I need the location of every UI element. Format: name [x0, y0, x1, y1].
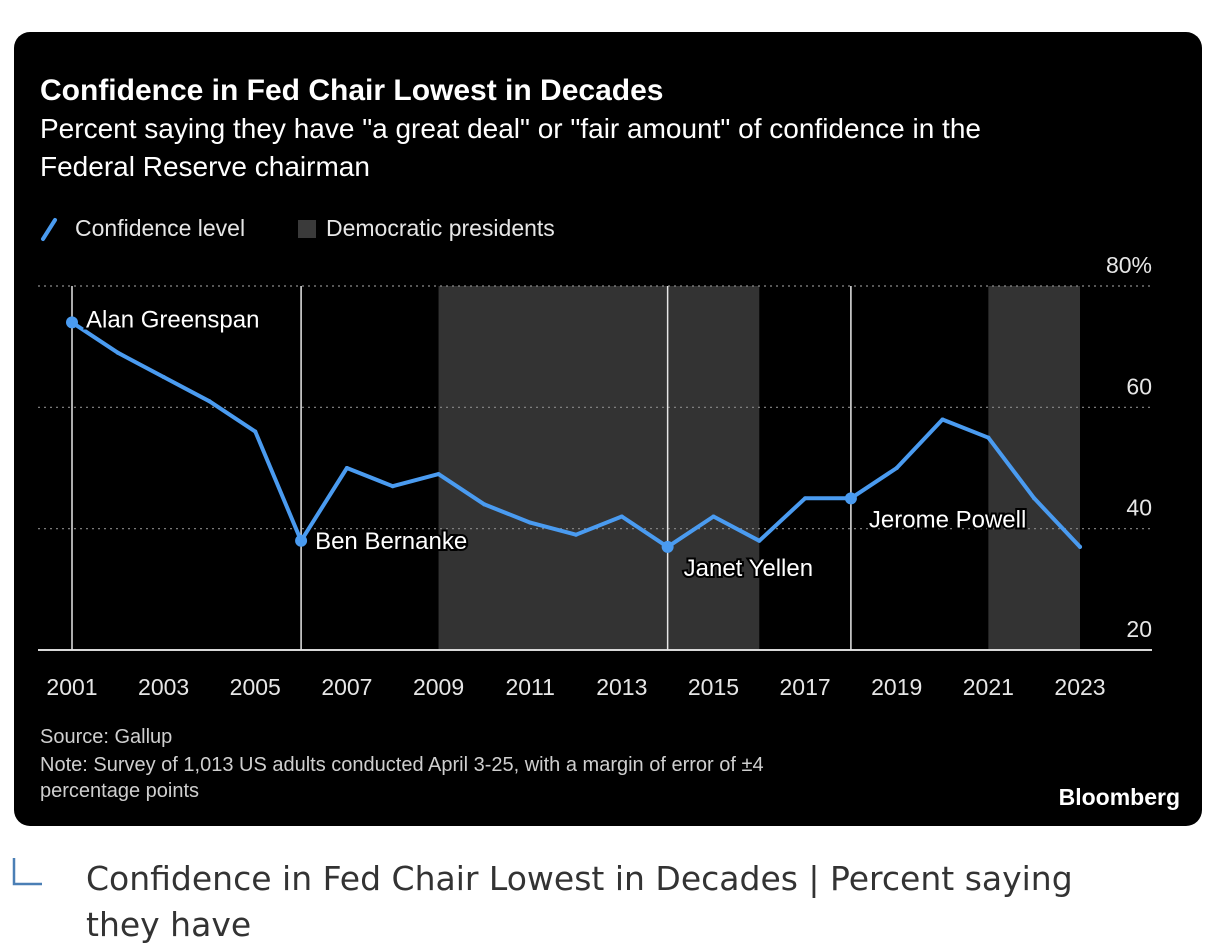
- chart-title: Confidence in Fed Chair Lowest in Decade…: [40, 74, 663, 107]
- chair-label-3: Janet Yellen: [684, 555, 813, 582]
- data-point-2021: [986, 435, 991, 440]
- data-point-2008: [390, 484, 395, 489]
- corner-reply-icon: [12, 858, 42, 886]
- legend-band-swatch-icon: [298, 220, 316, 238]
- data-point-2009: [436, 472, 441, 477]
- bloomberg-logo: Bloomberg: [1059, 784, 1180, 810]
- x-tick-label-2021: 2021: [963, 674, 1014, 700]
- data-point-2007: [344, 466, 349, 470]
- data-point-2005: [253, 429, 258, 434]
- figure-caption: Confidence in Fed Chair Lowest in Decade…: [0, 852, 1224, 945]
- x-tick-label-2011: 2011: [505, 674, 554, 700]
- democratic-president-band-1: [438, 286, 760, 650]
- data-point-2012: [574, 532, 578, 537]
- x-tick-label-2001: 2001: [46, 674, 97, 700]
- data-point-2002: [115, 350, 120, 355]
- y-tick-label-20: 20: [1126, 616, 1152, 642]
- data-point-2003: [161, 375, 166, 379]
- data-point-2011: [528, 520, 533, 525]
- data-point-2020: [940, 417, 945, 422]
- caption-text: Confidence in Fed Chair Lowest in Decade…: [86, 859, 1073, 944]
- legend-line-label: Confidence level: [75, 215, 245, 241]
- data-point-2017: [803, 496, 808, 501]
- legend-line-swatch-icon: [41, 218, 57, 241]
- x-tick-label-2009: 2009: [413, 674, 464, 700]
- chart-svg: Confidence in Fed Chair Lowest in Decade…: [38, 74, 1180, 810]
- plot-area: 80% 60 40 20 2001 2003 2005 2007 2009 2011 2013 201…: [38, 252, 1152, 700]
- x-tick-label-2017: 2017: [780, 674, 831, 700]
- y-tick-label-40: 40: [1126, 495, 1152, 521]
- chair-start-point-3: [661, 540, 674, 553]
- x-tick-label-2019: 2019: [871, 674, 922, 700]
- y-tick-label-60: 60: [1126, 373, 1152, 399]
- chair-label-2: Ben Bernanke: [315, 528, 467, 555]
- data-point-2013: [619, 514, 624, 519]
- chair-start-point-4: [844, 492, 857, 505]
- chart-note-line-1: Note: Survey of 1,013 US adults conducte…: [40, 754, 764, 776]
- chair-start-point-2: [295, 534, 308, 547]
- chart-card: Confidence in Fed Chair Lowest in Decade…: [14, 32, 1202, 826]
- data-point-2023: [1078, 544, 1082, 549]
- data-point-2022: [1032, 496, 1037, 501]
- data-point-2010: [482, 502, 487, 507]
- chart-note-line-2: percentage points: [40, 780, 199, 802]
- x-tick-label-2003: 2003: [138, 674, 189, 700]
- chair-label-4: Jerome Powell: [869, 506, 1026, 533]
- x-tick-label-2023: 2023: [1054, 674, 1105, 700]
- data-point-2019: [894, 466, 899, 470]
- x-tick-label-2013: 2013: [596, 674, 647, 700]
- legend-band-label: Democratic presidents: [326, 215, 555, 241]
- data-point-2016: [757, 538, 762, 543]
- x-tick-label-2005: 2005: [230, 674, 281, 700]
- chart-subtitle-line-1: Percent saying they have "a great deal" …: [40, 113, 981, 144]
- chair-start-point-1: [66, 316, 78, 329]
- x-tick-label-2015: 2015: [688, 674, 739, 700]
- democratic-president-band-2: [988, 286, 1080, 650]
- chart-subtitle-line-2: Federal Reserve chairman: [40, 151, 370, 182]
- data-point-2004: [207, 399, 212, 404]
- chair-label-1: Alan Greenspan: [86, 306, 259, 333]
- chart-source: Source: Gallup: [40, 726, 172, 748]
- data-point-2015: [711, 514, 716, 519]
- y-tick-label-80: 80%: [1106, 252, 1152, 278]
- x-tick-label-2007: 2007: [321, 674, 372, 700]
- legend: Confidence level Democratic presidents: [41, 215, 555, 241]
